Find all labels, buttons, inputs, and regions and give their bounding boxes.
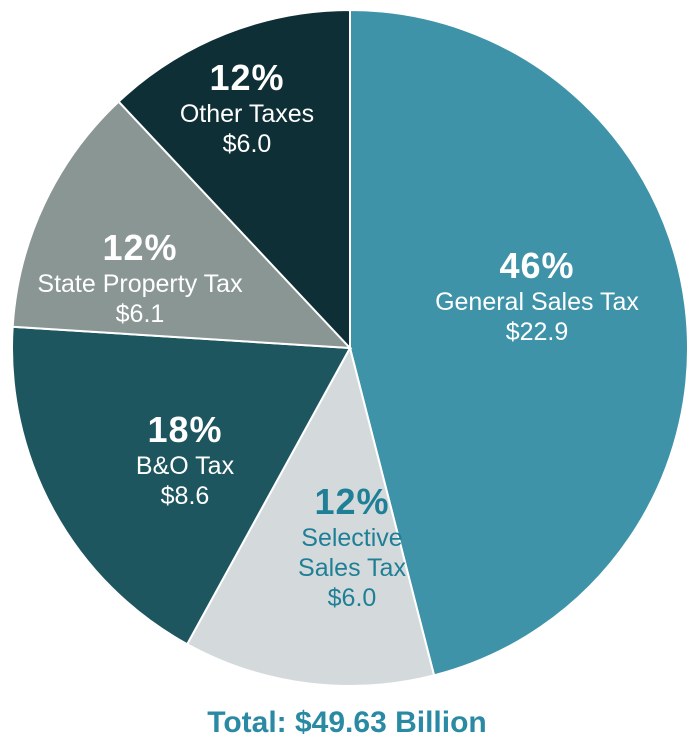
amount-label: $6.1 (115, 300, 165, 329)
chart (11, 8, 689, 687)
category-label: General Sales Tax (435, 288, 639, 317)
slice-label: 12% Selective Sales Tax $6.0 (282, 480, 422, 613)
slice-label: 18% B&O Tax $8.6 (85, 408, 285, 511)
category-label: Selective Sales Tax (298, 524, 406, 583)
chart-title: Total: $49.63 Billion (207, 706, 487, 739)
amount-label: $6.0 (327, 584, 377, 613)
pie-slice (11, 100, 353, 350)
slice-label: 12% State Property Tax $6.1 (10, 226, 270, 329)
pie-slice (349, 8, 689, 677)
category-label: State Property Tax (37, 270, 243, 299)
amount-label: $6.0 (222, 130, 272, 159)
amount-label: $8.6 (160, 482, 210, 511)
percent-label: 12% (314, 481, 390, 522)
percent-label: 46% (499, 245, 575, 286)
category-label: B&O Tax (135, 452, 235, 481)
category-label: Other Taxes (179, 100, 315, 129)
slice-label: 46% General Sales Tax $22.9 (387, 244, 687, 347)
percent-label: 12% (102, 227, 178, 268)
percent-label: 12% (209, 57, 285, 98)
percent-label: 18% (147, 409, 223, 450)
pie-slice (117, 8, 351, 351)
pie-slice (11, 325, 352, 646)
pie-slice (185, 345, 436, 687)
slice-label: 12% Other Taxes $6.0 (137, 56, 357, 159)
amount-label: $22.9 (505, 318, 569, 347)
